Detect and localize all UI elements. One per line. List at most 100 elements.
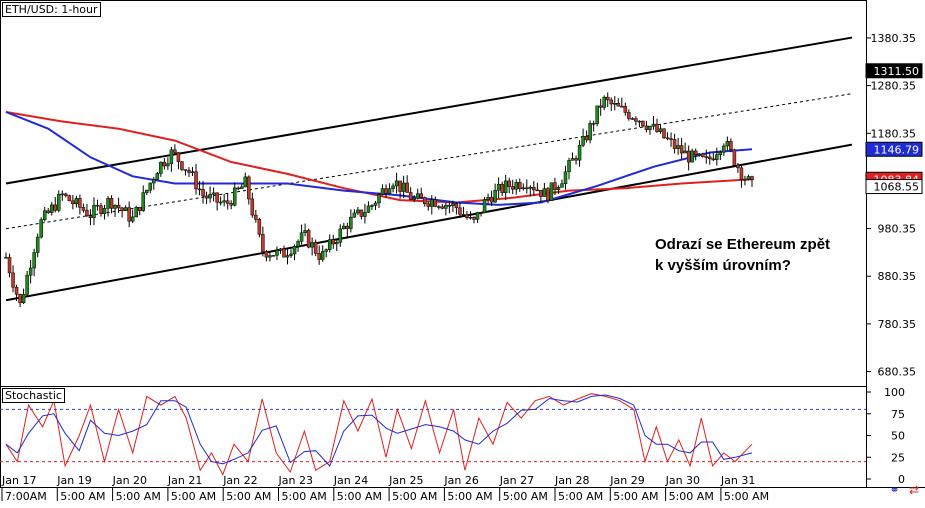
y-tick-label: 880.35: [878, 270, 917, 283]
candle-body: [567, 160, 571, 173]
candle-body: [644, 125, 649, 130]
candle-body: [525, 187, 529, 190]
candle-body: [658, 128, 663, 132]
candle-body: [345, 225, 350, 229]
candle-body: [53, 204, 58, 211]
stochastic-panel-frame: [0, 386, 867, 488]
candle-body: [451, 203, 455, 206]
x-time-label: 5:00 AM: [558, 490, 603, 503]
toolbar-icons[interactable]: ⚭ ⇄: [890, 483, 919, 497]
candle-body: [81, 207, 86, 211]
candle-body: [560, 183, 564, 188]
y-tick-label: 780.35: [878, 318, 917, 331]
candle-body: [398, 180, 402, 192]
candle-body: [697, 153, 701, 156]
candle-body: [145, 189, 149, 193]
candle-body: [437, 206, 441, 208]
candle-body: [349, 216, 353, 229]
x-date-label: Jan 24: [333, 474, 368, 487]
x-date-label: Jan 27: [499, 474, 534, 487]
candle-body: [479, 212, 483, 214]
x-time-label: 5:00 AM: [337, 490, 382, 503]
candle-body: [116, 204, 121, 209]
stochastic-k-line: [5, 393, 753, 476]
candle-body: [95, 204, 100, 207]
candle-body: [686, 150, 691, 163]
candle-body: [282, 248, 286, 258]
candle-body: [546, 188, 550, 201]
candle-body: [683, 150, 687, 154]
close-icon[interactable]: ⇄: [908, 483, 919, 497]
x-date-label: Jan 30: [665, 474, 700, 487]
candle-body: [211, 192, 216, 195]
x-date-label: Jan 22: [222, 474, 257, 487]
candle-body: [299, 232, 304, 242]
candle-body: [672, 139, 677, 149]
candle-body: [306, 230, 311, 248]
candle-body: [729, 141, 733, 150]
price-tag-label: 1311.50: [874, 65, 920, 78]
candle-body: [67, 195, 72, 202]
candle-body: [496, 184, 501, 191]
stochastic-tick-label: 75: [891, 408, 905, 421]
candle-body: [85, 210, 89, 217]
candle-body: [736, 165, 740, 169]
x-time-label: 5:00 AM: [669, 490, 714, 503]
candle-body: [35, 236, 40, 253]
candle-body: [746, 176, 751, 180]
candle-body: [514, 182, 518, 190]
candle-body: [176, 152, 181, 162]
candle-body: [440, 206, 445, 209]
candle-body: [574, 158, 578, 161]
candle-body: [155, 173, 160, 180]
stochastic-tick-label: 25: [891, 451, 905, 464]
candle-body: [591, 123, 596, 125]
candle-body: [553, 182, 557, 191]
candle-body: [366, 205, 371, 213]
candle-body: [46, 210, 50, 213]
candle-body: [310, 242, 314, 248]
x-date-label: Jan 28: [554, 474, 589, 487]
candle-body: [384, 188, 388, 194]
candle-body: [106, 198, 110, 209]
candle-body: [166, 163, 170, 167]
candle-body: [102, 208, 107, 214]
candle-body: [609, 99, 613, 105]
candle-body: [704, 156, 709, 158]
candle-body: [208, 194, 212, 199]
x-time-label: 5:00 AM: [724, 490, 769, 503]
candle-body: [120, 207, 124, 211]
candle-body: [482, 199, 487, 213]
candle-body: [49, 204, 54, 213]
candle-body: [137, 206, 142, 211]
candle-body: [693, 150, 698, 156]
candle-body: [289, 253, 293, 256]
candle-body: [331, 239, 336, 245]
y-tick-label: 680.35: [878, 366, 917, 379]
candle-body: [401, 182, 406, 192]
candle-body: [426, 203, 431, 207]
x-time-label: 5:00 AM: [392, 490, 437, 503]
candle-body: [725, 141, 730, 147]
candle-body: [317, 253, 321, 260]
candle-body: [676, 145, 680, 149]
link-icon[interactable]: ⚭: [889, 483, 900, 497]
candle-body: [532, 186, 536, 191]
x-date-label: Jan 26: [443, 474, 478, 487]
candle-body: [503, 180, 508, 193]
candle-body: [588, 123, 592, 141]
price-tag: [865, 141, 923, 157]
candle-body: [159, 161, 163, 174]
candle-body: [584, 136, 589, 141]
candle-body: [21, 294, 26, 303]
candle-body: [240, 186, 244, 189]
candle-body: [718, 151, 723, 156]
candle-body: [750, 176, 754, 181]
candle-body: [563, 171, 568, 184]
x-date-label: Jan 19: [56, 474, 91, 487]
candle-body: [634, 118, 638, 122]
candle-body: [412, 198, 416, 200]
candle-body: [679, 145, 684, 154]
candle-body: [500, 184, 504, 193]
candle-body: [391, 185, 395, 189]
